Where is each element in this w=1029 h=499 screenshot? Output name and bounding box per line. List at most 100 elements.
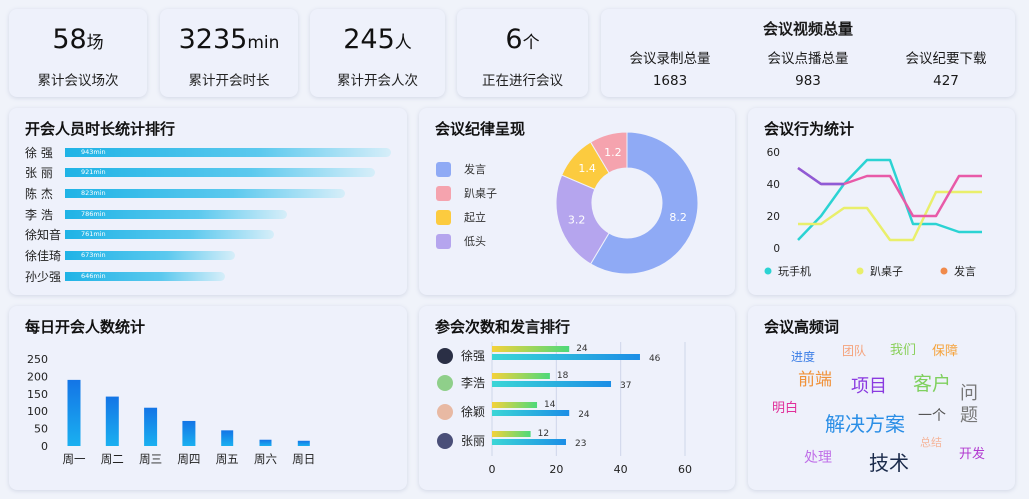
word-customer: 客户 <box>913 373 952 395</box>
stat-value: 6个 <box>505 24 540 55</box>
participation-title: 参会次数和发言排行 <box>435 318 571 336</box>
series-line <box>797 158 982 241</box>
y-tick-label: 0 <box>41 440 48 453</box>
word-frontend: 前端 <box>798 370 832 390</box>
legend-swatch <box>436 185 451 201</box>
legend-dot <box>940 267 948 275</box>
bar-value-label: 12 <box>538 429 549 439</box>
stat-value: 3235min <box>178 24 280 55</box>
y-tick-label: 40 <box>767 179 780 191</box>
word-progress: 进度 <box>791 350 816 364</box>
participation-card: 参会次数和发言排行 徐强 李浩 徐颖 张丽 0 20 40 60 24 46 18 37 14 2… <box>419 306 735 490</box>
rank-track: 786min <box>65 209 391 219</box>
bar-series-1 <box>492 402 538 408</box>
bar-value-label: 18 <box>557 371 569 381</box>
video-stat-value: 1683 <box>652 73 688 89</box>
x-tick-label: 40 <box>614 463 628 476</box>
rank-track: 761min <box>65 230 391 240</box>
person-name: 徐强 <box>461 349 486 363</box>
stat-label: 正在进行会议 <box>482 73 563 89</box>
avatar <box>437 404 453 420</box>
bar-value-label: 24 <box>578 410 590 420</box>
bar-value-label: 24 <box>576 344 588 354</box>
legend-dot <box>764 267 772 275</box>
daily-title: 每日开会人数统计 <box>25 318 146 336</box>
person-name: 李浩 <box>461 376 486 390</box>
rank-value: 921min <box>81 168 106 177</box>
x-tick-label: 周三 <box>139 452 162 466</box>
stat-value: 245人 <box>343 24 412 55</box>
rank-name: 孙少强 <box>25 269 62 284</box>
bar-series-2 <box>492 410 570 416</box>
rank-row: 张 丽 921min <box>25 166 391 180</box>
x-tick-label: 60 <box>678 463 692 476</box>
video-stat-value: 427 <box>933 73 959 89</box>
rank-bar <box>65 168 375 178</box>
stat-card-attendees: 245人 累计开会人次 <box>310 9 445 97</box>
bar-series-1 <box>492 346 570 352</box>
rank-value: 943min <box>81 147 106 156</box>
y-tick-label: 0 <box>773 243 780 255</box>
behavior-line-chart: 0 20 40 60 玩手机 趴桌子 发言 <box>764 147 982 278</box>
x-tick-label: 周日 <box>292 452 315 466</box>
duration-rank-card: 开会人员时长统计排行 徐 强 943min 张 丽 921min 陈 杰 823min 李 … <box>9 108 407 295</box>
rank-value: 673min <box>81 251 106 259</box>
daily-card: 每日开会人数统计 0 50 100 150 200 250 周一 周二 周三 周四 周五 周六 周日 <box>9 306 407 490</box>
rank-value: 646min <box>81 271 106 280</box>
bar <box>182 420 196 446</box>
rank-name: 徐知音 <box>25 228 62 243</box>
video-stat-label: 会议点播总量 <box>767 51 849 67</box>
video-stat-label: 会议纪要下载 <box>905 51 987 67</box>
x-tick-label: 周一 <box>63 452 86 466</box>
rank-name: 张 丽 <box>25 166 53 181</box>
word-we: 我们 <box>890 343 917 358</box>
video-stat-recorded: 会议录制总量 1683 <box>630 47 711 89</box>
stat-card-ongoing: 6个 正在进行会议 <box>457 9 588 97</box>
word-one: 一个 <box>918 408 946 424</box>
bar <box>144 407 158 446</box>
bar-value-label: 23 <box>575 439 586 449</box>
rank-value: 786min <box>81 209 106 218</box>
legend-item-head-down[interactable]: 低头 <box>436 233 486 249</box>
y-tick-label: 50 <box>34 423 48 436</box>
legend-swatch <box>436 233 451 249</box>
video-stat-ondemand: 会议点播总量 983 <box>768 47 849 89</box>
x-tick-label: 周五 <box>216 452 239 466</box>
word-question-1: 问 <box>960 383 978 404</box>
donut-slice-label: 8.2 <box>669 211 687 224</box>
word-develop: 开发 <box>959 447 986 462</box>
person-name: 徐颖 <box>461 405 486 419</box>
legend-label: 趴桌子 <box>870 265 903 278</box>
discipline-card: 会议纪律呈现 发言 趴桌子 起立 低头 8.2 3.2 1.4 1.2 <box>419 108 735 295</box>
rank-bar <box>65 147 391 157</box>
bar <box>67 379 81 446</box>
discipline-title: 会议纪律呈现 <box>435 120 526 138</box>
rank-bar <box>65 188 346 198</box>
bar-value-label: 14 <box>544 400 556 410</box>
bar-series-1 <box>492 373 550 379</box>
bar <box>105 396 119 446</box>
y-tick-label: 100 <box>27 405 48 418</box>
rank-name: 徐 强 <box>25 145 53 160</box>
bar-series-2 <box>492 354 640 360</box>
x-tick-label: 周六 <box>254 452 277 466</box>
y-tick-label: 150 <box>27 388 48 401</box>
bar-value-label: 46 <box>649 354 661 364</box>
x-tick-label: 周二 <box>101 452 124 466</box>
rank-track: 646min <box>65 271 391 281</box>
rank-bar <box>65 230 274 240</box>
rank-track: 921min <box>65 168 391 178</box>
legend-item-speak[interactable]: 发言 <box>436 161 486 177</box>
rank-name: 李 浩 <box>25 207 53 222</box>
y-tick-label: 200 <box>27 370 48 383</box>
duration-rank-title: 开会人员时长统计排行 <box>25 120 176 138</box>
legend-label: 趴桌子 <box>464 187 497 200</box>
x-tick-label: 周四 <box>177 452 200 466</box>
rank-row: 李 浩 786min <box>25 207 391 222</box>
word-understand: 明白 <box>772 401 799 416</box>
stat-card-duration: 3235min 累计开会时长 <box>160 9 298 97</box>
rank-track: 823min <box>65 188 391 198</box>
legend-item-lie-on-desk[interactable]: 趴桌子 <box>436 185 497 201</box>
legend-item-stand-up[interactable]: 起立 <box>436 209 486 225</box>
participation-bar-chart: 0 20 40 60 24 46 18 37 14 24 12 23 <box>489 342 692 476</box>
